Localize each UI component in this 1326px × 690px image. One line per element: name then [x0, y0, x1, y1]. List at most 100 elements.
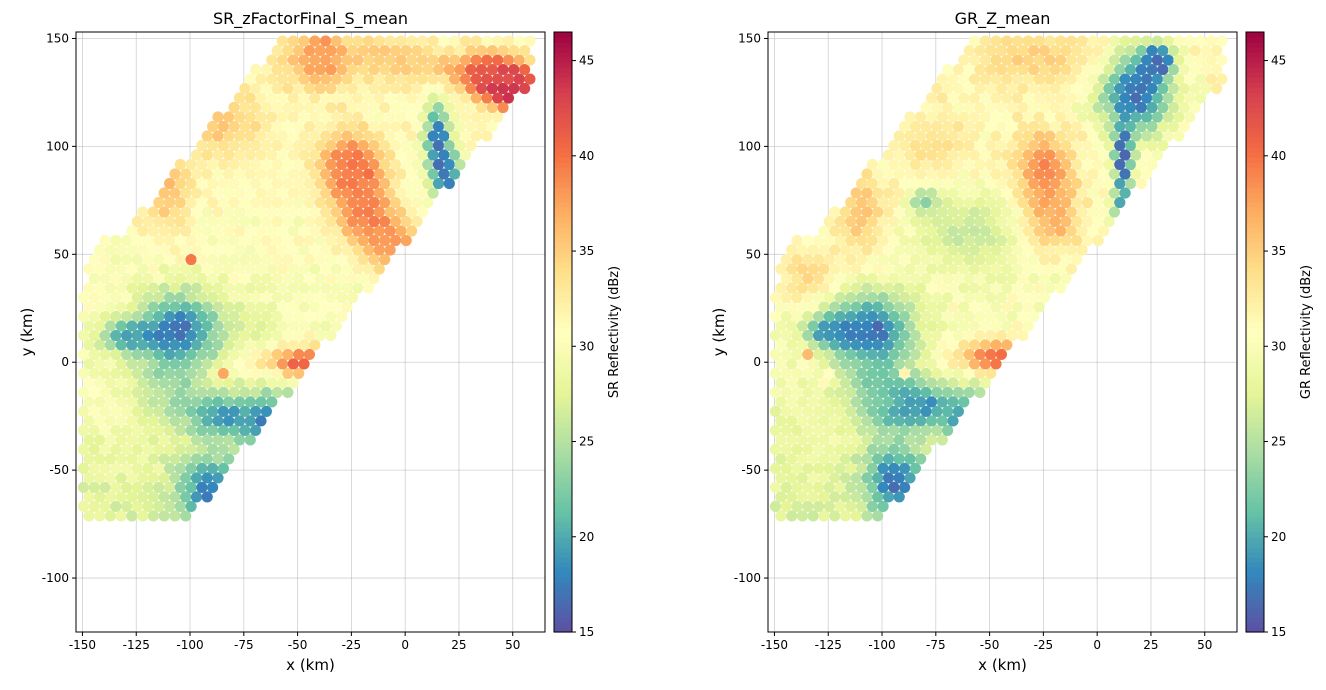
data-point	[963, 139, 975, 152]
data-point	[850, 377, 862, 389]
data-point	[368, 45, 380, 57]
data-point	[250, 424, 262, 436]
data-point	[775, 263, 787, 275]
data-point	[384, 73, 396, 85]
data-point	[164, 272, 176, 285]
data-point	[1022, 282, 1034, 294]
data-point	[158, 396, 170, 408]
data-point	[346, 272, 359, 285]
data-point	[1017, 272, 1029, 285]
data-point	[180, 282, 192, 294]
colorbar-segment	[554, 567, 572, 573]
data-point	[909, 386, 922, 398]
data-point	[77, 424, 90, 436]
data-point	[866, 462, 878, 474]
data-point	[368, 272, 380, 285]
data-point	[330, 149, 342, 161]
data-point	[110, 481, 122, 493]
data-point	[942, 272, 954, 285]
colorbar-label: SR Reflectivity (dBz)	[607, 266, 622, 398]
data-point	[786, 415, 798, 427]
data-point	[1022, 130, 1034, 142]
data-point	[411, 196, 423, 209]
data-point	[137, 282, 149, 294]
data-point	[395, 225, 407, 237]
data-point	[196, 405, 208, 417]
data-point	[228, 291, 240, 304]
colorbar-tick-label: 20	[1271, 530, 1286, 544]
data-point	[223, 358, 235, 370]
data-point	[979, 301, 991, 313]
data-point	[164, 500, 176, 512]
data-point	[1173, 73, 1185, 85]
colorbar-segment	[554, 517, 572, 523]
data-point	[83, 358, 95, 370]
data-point	[861, 377, 873, 389]
data-point	[314, 234, 326, 247]
data-point	[834, 443, 846, 455]
colorbar-segment	[1246, 357, 1264, 363]
data-point	[839, 225, 852, 237]
data-point	[1049, 196, 1061, 209]
data-point	[1022, 111, 1034, 123]
data-point	[1162, 54, 1174, 66]
data-point	[438, 73, 450, 85]
colorbar-segment	[554, 242, 572, 248]
data-point	[807, 415, 819, 427]
data-point	[336, 272, 348, 285]
data-point	[427, 35, 439, 47]
data-point	[147, 225, 159, 237]
colorbar-segment	[1246, 412, 1264, 418]
data-point	[850, 472, 862, 484]
data-point	[963, 329, 975, 342]
data-point	[158, 358, 170, 370]
data-point	[309, 206, 321, 218]
data-point	[99, 481, 111, 493]
data-point	[137, 453, 149, 465]
data-point	[936, 206, 948, 218]
data-point	[1119, 130, 1131, 142]
colorbar-segment	[554, 142, 572, 148]
data-point	[400, 158, 412, 171]
data-point	[1044, 206, 1056, 218]
data-point	[1017, 196, 1029, 209]
data-point	[1017, 158, 1029, 171]
data-point	[341, 73, 353, 85]
data-point	[995, 310, 1008, 323]
data-point	[363, 149, 375, 161]
data-point	[915, 396, 927, 408]
data-point	[508, 45, 520, 57]
data-point	[201, 225, 213, 237]
data-point	[968, 377, 981, 389]
data-point	[866, 424, 878, 436]
data-point	[137, 377, 149, 389]
data-point	[936, 244, 948, 256]
data-point	[260, 405, 272, 417]
data-point	[443, 158, 455, 171]
data-point	[920, 367, 932, 379]
data-point	[314, 310, 326, 323]
colorbar-segment	[1246, 222, 1264, 228]
data-point	[856, 500, 868, 512]
data-point	[309, 35, 321, 47]
data-point	[1151, 130, 1163, 142]
data-point	[228, 234, 240, 247]
data-point	[882, 206, 895, 218]
data-point	[979, 225, 991, 237]
data-point	[861, 301, 873, 313]
data-point	[1028, 177, 1040, 190]
data-point	[357, 120, 369, 133]
data-point	[346, 215, 359, 228]
data-point	[228, 101, 240, 114]
data-point	[352, 130, 364, 142]
data-point	[931, 386, 943, 398]
data-point	[942, 158, 954, 171]
data-point	[925, 130, 938, 142]
data-point	[121, 272, 133, 285]
data-point	[110, 462, 122, 474]
data-point	[185, 348, 197, 360]
data-point	[1146, 64, 1158, 76]
data-point	[1044, 92, 1056, 104]
data-point	[931, 120, 943, 133]
data-point	[791, 310, 803, 323]
